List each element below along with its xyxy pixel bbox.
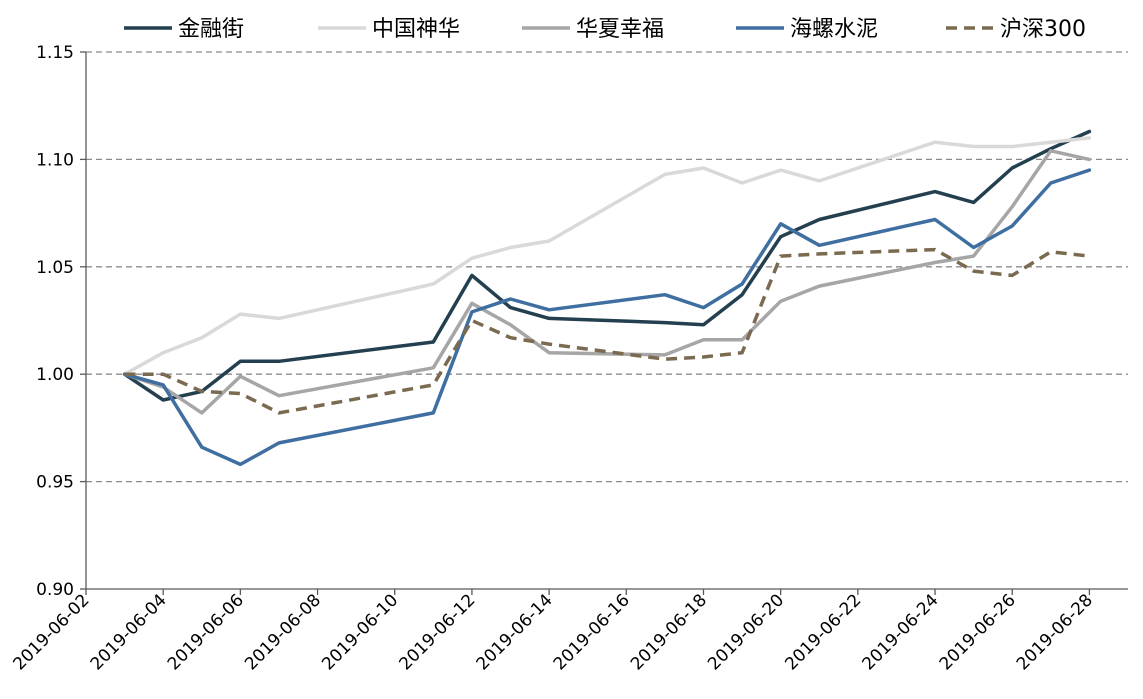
x-tick-label: 2019-06-22 [781, 590, 865, 674]
series-line-2 [122, 149, 1092, 415]
legend-label-3: 海螺水泥 [790, 17, 878, 42]
series-line-0 [122, 129, 1092, 402]
y-tick-labels: 0.90 0.95 1.00 1.05 1.10 1.15 [36, 43, 74, 600]
series-line-1 [122, 136, 1092, 376]
x-tick-label: 2019-06-28 [1013, 590, 1097, 674]
series-lines [122, 129, 1092, 467]
x-tick-label: 2019-06-18 [627, 590, 711, 674]
x-tick-labels: 2019-06-022019-06-042019-06-062019-06-08… [10, 590, 1097, 674]
y-tick-label: 1.05 [36, 258, 74, 278]
y-tick-label: 1.00 [36, 365, 74, 385]
x-tick-label: 2019-06-04 [87, 590, 171, 674]
x-tick-label: 2019-06-02 [10, 590, 94, 674]
grid-lines [86, 51, 1128, 483]
y-tick-label: 0.90 [36, 580, 74, 600]
legend-label-0: 金融街 [178, 17, 244, 42]
series-line-3 [122, 168, 1092, 467]
legend: 金融街 中国神华 华夏幸福 海螺水泥 沪深300 [124, 17, 1086, 42]
y-tick-label: 0.95 [36, 473, 74, 493]
x-tick-label: 2019-06-06 [164, 590, 248, 674]
x-tick-label: 2019-06-24 [859, 590, 943, 674]
x-tick-label: 2019-06-14 [473, 590, 557, 674]
x-tick-label: 2019-06-26 [936, 590, 1020, 674]
x-tick-label: 2019-06-20 [704, 590, 788, 674]
y-tick-label: 1.15 [36, 43, 74, 63]
x-tick-label: 2019-06-10 [318, 590, 402, 674]
legend-label-4: 沪深300 [1000, 17, 1086, 42]
x-tick-label: 2019-06-16 [550, 590, 634, 674]
x-tick-label: 2019-06-12 [395, 590, 479, 674]
axes [80, 51, 1128, 595]
series-line-4 [124, 247, 1090, 415]
x-tick-label: 2019-06-08 [241, 590, 325, 674]
y-tick-label: 1.10 [36, 150, 74, 170]
legend-label-1: 中国神华 [372, 17, 460, 42]
legend-label-2: 华夏幸福 [576, 17, 664, 42]
